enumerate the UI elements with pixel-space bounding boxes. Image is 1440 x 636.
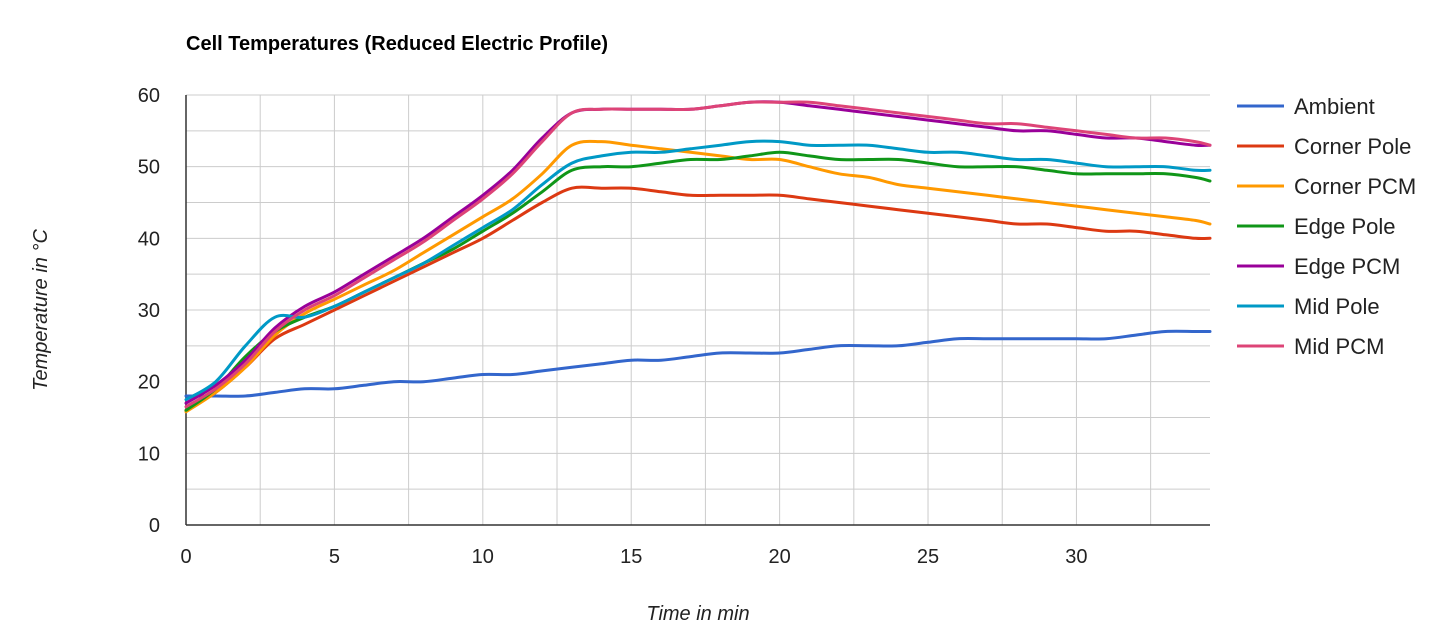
y-axis-ticks: 0 10 20 30 40 50 60 — [138, 85, 160, 537]
y-tick-label: 60 — [138, 85, 160, 107]
axes — [185, 95, 1210, 526]
y-tick-label: 50 — [138, 157, 160, 179]
legend-label: Ambient — [1294, 94, 1375, 119]
x-tick-label: 30 — [1065, 546, 1087, 568]
legend-label: Corner Pole — [1294, 134, 1411, 159]
legend-label: Edge PCM — [1294, 254, 1400, 279]
chart-title: Cell Temperatures (Reduced Electric Prof… — [186, 33, 608, 55]
x-tick-label: 0 — [180, 546, 191, 568]
y-tick-label: 10 — [138, 443, 160, 465]
legend: Ambient Corner Pole Corner PCM Edge Pole Edg… — [1237, 94, 1416, 359]
legend-item-mid-pole: Mid Pole — [1237, 294, 1380, 319]
legend-item-corner-pcm: Corner PCM — [1237, 174, 1416, 199]
legend-label: Corner PCM — [1294, 174, 1416, 199]
series-line-corner-pcm — [184, 139, 1212, 414]
y-axis-title: Temperature in °C — [30, 229, 52, 391]
legend-item-mid-pcm: Mid PCM — [1237, 334, 1384, 359]
x-tick-label: 15 — [620, 546, 642, 568]
y-tick-label: 0 — [149, 515, 160, 537]
legend-item-edge-pcm: Edge PCM — [1237, 254, 1400, 279]
series-line-edge-pole — [184, 150, 1212, 412]
series-line-ambient — [184, 329, 1212, 398]
y-tick-label: 20 — [138, 372, 160, 394]
x-tick-label: 20 — [768, 546, 790, 568]
legend-label: Mid PCM — [1294, 334, 1384, 359]
series-line-corner-pole — [184, 185, 1212, 412]
legend-item-corner-pole: Corner Pole — [1237, 134, 1411, 159]
plot-series — [184, 100, 1212, 414]
x-axis-ticks: 0 5 10 15 20 25 30 — [180, 546, 1087, 568]
y-tick-label: 30 — [138, 300, 160, 322]
legend-label: Mid Pole — [1294, 294, 1380, 319]
legend-item-ambient: Ambient — [1237, 94, 1375, 119]
legend-label: Edge Pole — [1294, 214, 1396, 239]
series-line-mid-pcm — [184, 100, 1212, 409]
x-tick-label: 10 — [472, 546, 494, 568]
legend-item-edge-pole: Edge Pole — [1237, 214, 1396, 239]
x-axis-title: Time in min — [646, 603, 749, 625]
y-tick-label: 40 — [138, 228, 160, 250]
x-tick-label: 5 — [329, 546, 340, 568]
x-tick-label: 25 — [917, 546, 939, 568]
series-line-mid-pole — [184, 139, 1212, 402]
